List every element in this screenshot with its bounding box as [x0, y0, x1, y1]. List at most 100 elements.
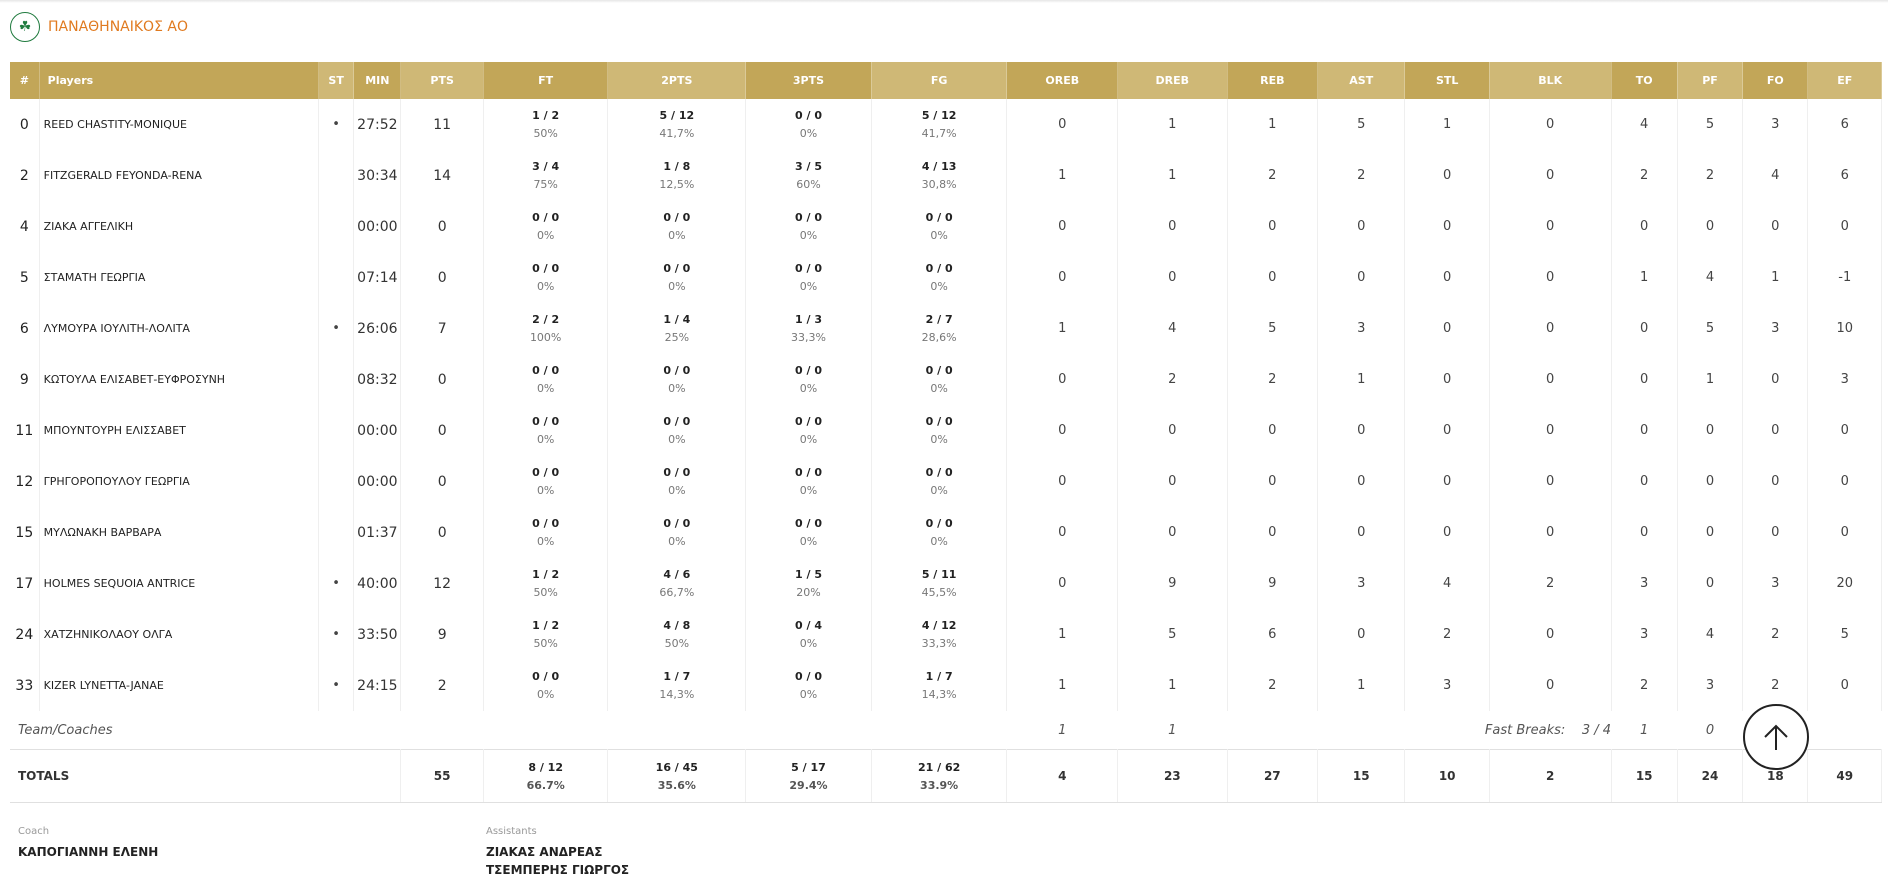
player-name[interactable]: ΚΩΤΟΥΛΑ ΕΛΙΣΑΒΕΤ-ΕΥΦΡΟΣΥΝΗ — [39, 354, 320, 405]
player-3pts: 1 / 5 20% — [745, 558, 872, 609]
player-dreb: 4 — [1117, 303, 1228, 354]
starter-marker — [318, 456, 355, 507]
player-stl: 0 — [1404, 405, 1490, 456]
player-ef: 10 — [1807, 303, 1882, 354]
player-minutes: 33:50 — [353, 609, 402, 660]
player-points: 2 — [400, 660, 484, 711]
col-header-fo[interactable]: FO — [1742, 62, 1809, 99]
player-2pts: 0 / 0 0% — [607, 354, 747, 405]
player-dreb: 0 — [1117, 252, 1228, 303]
assistants-label: Assistants — [486, 826, 537, 837]
col-header-ft[interactable]: FT — [483, 62, 609, 99]
player-pf: 5 — [1677, 99, 1744, 150]
scroll-to-top-button[interactable] — [1743, 704, 1809, 770]
col-header-pf[interactable]: PF — [1677, 62, 1744, 99]
player-number: 6 — [10, 303, 40, 354]
player-oreb: 0 — [1006, 456, 1119, 507]
col-header-number[interactable]: # — [10, 62, 40, 99]
player-reb: 2 — [1227, 150, 1319, 201]
col-header-oreb[interactable]: OREB — [1006, 62, 1119, 99]
player-name[interactable]: HOLMES SEQUOIA ANTRICE — [39, 558, 320, 609]
totals-oreb: 4 — [1006, 749, 1119, 803]
team-pf: 0 — [1705, 722, 1715, 738]
player-dreb: 1 — [1117, 660, 1228, 711]
player-name[interactable]: ΖΙΑΚΑ ΑΓΓΕΛΙΚΗ — [39, 201, 320, 252]
player-name[interactable]: ΜΥΛΩΝΑΚΗ ΒΑΡΒΑΡΑ — [39, 507, 320, 558]
player-name[interactable]: ΣΤΑΜΑΤΗ ΓΕΩΡΓΙΑ — [39, 252, 320, 303]
player-minutes: 01:37 — [353, 507, 402, 558]
player-stl: 0 — [1404, 456, 1490, 507]
player-to: 1 — [1611, 252, 1678, 303]
player-fg: 0 / 0 0% — [871, 456, 1008, 507]
player-ast: 0 — [1317, 609, 1406, 660]
player-oreb: 1 — [1006, 150, 1119, 201]
player-points: 11 — [400, 99, 484, 150]
col-header-3pts[interactable]: 3PTS — [745, 62, 872, 99]
player-number: 11 — [10, 405, 40, 456]
player-row: 12 ΓΡΗΓΟΡΟΠΟΥΛΟΥ ΓΕΩΡΓΙΑ 00:00 0 0 / 0 0% 0 / … — [10, 456, 1882, 507]
col-header-blk[interactable]: BLK — [1489, 62, 1612, 99]
player-fg: 5 / 11 45,5% — [871, 558, 1008, 609]
player-oreb: 0 — [1006, 507, 1119, 558]
player-number: 12 — [10, 456, 40, 507]
player-name[interactable]: REED CHASTITY-MONIQUE — [39, 99, 320, 150]
fast-breaks-label: Fast Breaks: — [1484, 722, 1566, 738]
player-oreb: 1 — [1006, 660, 1119, 711]
col-header-dreb[interactable]: DREB — [1117, 62, 1228, 99]
coach-name: ΚΑΠΟΓΙΑΝΝΗ ΕΛΕΝΗ — [18, 845, 159, 859]
player-2pts: 4 / 8 50% — [607, 609, 747, 660]
player-name[interactable]: ΜΠΟΥΝΤΟΥΡΗ ΕΛΙΣΣΑΒΕΤ — [39, 405, 320, 456]
player-name[interactable]: FITZGERALD FEYONDA-RENA — [39, 150, 320, 201]
player-row: 11 ΜΠΟΥΝΤΟΥΡΗ ΕΛΙΣΣΑΒΕΤ 00:00 0 0 / 0 0% 0 / 0… — [10, 405, 1882, 456]
col-header-st[interactable]: ST — [318, 62, 355, 99]
player-name[interactable]: ΛΥΜΟΥΡΑ ΙΟΥΛΙΤΗ-ΛΟΛΙΤΑ — [39, 303, 320, 354]
player-3pts: 3 / 5 60% — [745, 150, 872, 201]
col-header-players[interactable]: Players — [39, 62, 320, 99]
player-ast: 0 — [1317, 456, 1406, 507]
player-ft: 0 / 0 0% — [483, 252, 609, 303]
player-stl: 0 — [1404, 303, 1490, 354]
col-header-pts[interactable]: PTS — [400, 62, 484, 99]
col-header-ast[interactable]: AST — [1317, 62, 1406, 99]
player-pf: 2 — [1677, 150, 1744, 201]
col-header-min[interactable]: MIN — [353, 62, 402, 99]
player-fg: 0 / 0 0% — [871, 201, 1008, 252]
player-to: 0 — [1611, 507, 1678, 558]
player-reb: 6 — [1227, 609, 1319, 660]
header-row: # Players ST MIN PTS FT 2PTS 3PTS FG ORE… — [10, 62, 1882, 99]
boxscore-table: # Players ST MIN PTS FT 2PTS 3PTS FG ORE… — [10, 62, 1882, 803]
player-ast: 2 — [1317, 150, 1406, 201]
player-minutes: 07:14 — [353, 252, 402, 303]
col-header-fg[interactable]: FG — [871, 62, 1008, 99]
player-dreb: 1 — [1117, 150, 1228, 201]
totals-label: TOTALS — [10, 749, 402, 803]
player-name[interactable]: KIZER LYNETTA-JANAE — [39, 660, 320, 711]
player-row: 15 ΜΥΛΩΝΑΚΗ ΒΑΡΒΑΡΑ 01:37 0 0 / 0 0% 0 / 0 0% 0 … — [10, 507, 1882, 558]
player-oreb: 0 — [1006, 558, 1119, 609]
col-header-to[interactable]: TO — [1611, 62, 1678, 99]
player-blk: 0 — [1489, 201, 1612, 252]
col-header-reb[interactable]: REB — [1227, 62, 1319, 99]
team-coaches-label: Team/Coaches — [18, 722, 113, 738]
totals-fg: 21 / 62 33.9% — [871, 749, 1008, 803]
player-blk: 0 — [1489, 507, 1612, 558]
player-ast: 0 — [1317, 252, 1406, 303]
player-fg: 4 / 12 33,3% — [871, 609, 1008, 660]
player-3pts: 0 / 0 0% — [745, 660, 872, 711]
starter-marker — [318, 507, 355, 558]
player-reb: 5 — [1227, 303, 1319, 354]
player-fo: 4 — [1742, 150, 1809, 201]
player-ft: 1 / 2 50% — [483, 609, 609, 660]
player-name[interactable]: ΓΡΗΓΟΡΟΠΟΥΛΟΥ ΓΕΩΡΓΙΑ — [39, 456, 320, 507]
col-header-ef[interactable]: EF — [1807, 62, 1882, 99]
player-ft: 0 / 0 0% — [483, 201, 609, 252]
player-ast: 0 — [1317, 405, 1406, 456]
player-to: 0 — [1611, 303, 1678, 354]
coach-block: Coach ΚΑΠΟΓΙΑΝΝΗ ΕΛΕΝΗ — [18, 826, 158, 861]
player-name[interactable]: ΧΑΤΖΗΝΙΚΟΛΑΟΥ ΟΛΓΑ — [39, 609, 320, 660]
col-header-stl[interactable]: STL — [1404, 62, 1490, 99]
team-name[interactable]: ΠΑΝΑΘΗΝΑΙΚΟΣ ΑΟ — [48, 19, 188, 35]
col-header-2pts[interactable]: 2PTS — [607, 62, 747, 99]
player-dreb: 0 — [1117, 456, 1228, 507]
starter-marker: • — [318, 660, 355, 711]
